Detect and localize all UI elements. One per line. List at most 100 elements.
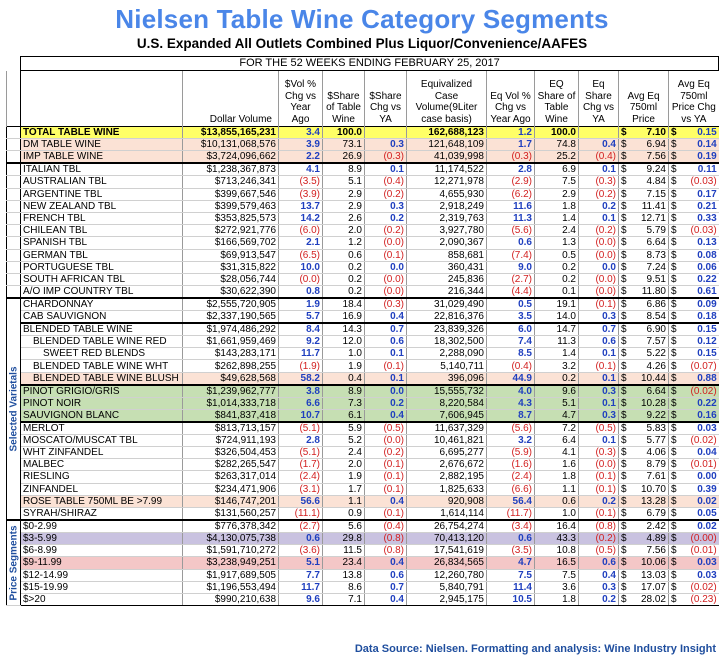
cell-eq-share-chg: 0.3	[578, 409, 619, 423]
currency-symbol: $	[618, 518, 631, 533]
currency-symbol: $	[668, 383, 681, 398]
currency-symbol: $	[618, 383, 631, 398]
cell-share-chg: 0.4	[364, 409, 407, 423]
table-row: BLENDED TABLE WINE RED $1,661,959,469 9.2 1…	[7, 335, 719, 349]
cell-share-chg: (0.2)	[364, 446, 407, 460]
cell-eq-share: 0.1	[534, 285, 579, 299]
currency-symbol: $	[618, 458, 631, 472]
cell-avg-price-chg: (0.03)	[680, 175, 719, 189]
table-row: ROSE TABLE 750ML BE >7.99 $146,747,201 56.…	[7, 495, 719, 508]
cell-avg-price-chg: 0.08	[680, 249, 719, 262]
cell-case-volume: 15,555,732	[406, 383, 487, 398]
cell-avg-price: 5.83	[630, 420, 669, 435]
cell-share: 5.1	[322, 175, 365, 189]
cell-share: 26.9	[322, 150, 365, 164]
cell-eq-share: 1.8	[534, 470, 579, 484]
currency-symbol: $	[618, 273, 631, 287]
cell-eq-share: 1.4	[534, 212, 579, 226]
cell-share-chg: 0.1	[364, 162, 407, 177]
currency-symbol: $	[668, 495, 681, 508]
cell-share: 0.2	[322, 285, 365, 299]
table-body: FOR THE 52 WEEKS ENDING FEBRUARY 25, 201…	[6, 56, 720, 607]
header-case-volume: Equivalized Case Volume(9Liter case basi…	[406, 70, 487, 127]
cell-vol-chg: (3.1)	[278, 483, 323, 496]
cell-eq-share-chg: (0.1)	[578, 483, 619, 496]
cell-dollar-volume: $263,317,014	[182, 470, 279, 484]
currency-symbol: $	[618, 434, 631, 448]
cell-avg-price: 4.84	[630, 175, 669, 189]
cell-vol-chg: 0.8	[278, 285, 323, 299]
cell-eq-share: 19.1	[534, 297, 579, 312]
cell-case-volume: 5,140,711	[406, 359, 487, 373]
cell-eq-share-chg: 0.4	[578, 138, 619, 152]
cell-case-volume: 11,174,522	[406, 162, 487, 177]
cell-vol-chg: 8.4	[278, 322, 323, 337]
cell-eq-share: 7.5	[534, 175, 579, 189]
row-label: MERLOT	[20, 420, 183, 435]
cell-dollar-volume: $131,560,257	[182, 507, 279, 521]
currency-symbol: $	[668, 593, 681, 607]
table-row: TOTAL TABLE WINE $13,855,165,231 3.4 100.0 1…	[6, 125, 719, 140]
cell-eq-share-chg: 0.1	[578, 162, 619, 177]
cell-case-volume: 2,945,175	[406, 593, 487, 607]
cell-vol-chg: 5.7	[278, 310, 323, 324]
cell-vol-chg: 6.6	[278, 397, 323, 410]
cell-eq-vol-chg: 1.7	[486, 138, 535, 152]
currency-symbol: $	[668, 409, 681, 423]
cell-avg-price: 6.90	[630, 322, 669, 337]
cell-eq-share: 16.4	[534, 518, 579, 533]
table-row: PORTUGUESE TBL $31,315,822 10.0 0.2 0.0 360,4…	[6, 261, 719, 274]
cell-dollar-volume: $28,056,744	[182, 273, 279, 287]
header-vol-chg: $Vol % Chg vs Year Ago	[278, 70, 323, 127]
cell-eq-vol-chg: (0.4)	[486, 359, 535, 373]
cell-vol-chg: (6.0)	[278, 224, 323, 238]
cell-eq-vol-chg: 4.7	[486, 556, 535, 570]
cell-case-volume: 23,839,326	[406, 322, 487, 337]
cell-dollar-volume: $841,837,418	[182, 409, 279, 423]
row-label: ZINFANDEL	[20, 483, 183, 496]
report-title: Nielsen Table Wine Category Segments	[115, 4, 609, 34]
cell-share-chg: (0.0)	[364, 273, 407, 287]
row-label: MOSCATO/MUSCAT TBL	[20, 434, 183, 448]
cell-avg-price: 13.03	[630, 569, 669, 582]
cell-dollar-volume: $234,471,906	[182, 483, 279, 496]
cell-case-volume: 216,344	[406, 285, 487, 299]
cell-avg-price-chg: 0.13	[680, 236, 719, 250]
cell-case-volume: 2,288,090	[406, 347, 487, 361]
cell-avg-price-chg: 0.00	[680, 470, 719, 484]
cell-share: 16.9	[322, 310, 365, 324]
cell-avg-price: 6.64	[630, 383, 669, 398]
cell-eq-share: 1.6	[534, 458, 579, 472]
table-row: NEW ZEALAND TBL $399,579,463 13.7 2.9 0.3 2,9…	[6, 200, 719, 213]
cell-share-chg: (0.4)	[364, 518, 407, 533]
cell-eq-share-chg: 0.0	[578, 261, 619, 274]
cell-eq-share-chg: 0.2	[578, 593, 619, 607]
wine-segments-table: FOR THE 52 WEEKS ENDING FEBRUARY 25, 201…	[6, 56, 720, 607]
cell-dollar-volume: $272,921,776	[182, 224, 279, 238]
cell-eq-vol-chg: 56.4	[486, 495, 535, 508]
table-row: $9-11.99 $3,238,949,251 5.1 23.4 0.4 26,834,5…	[7, 556, 719, 570]
row-label: PORTUGUESE TBL	[20, 261, 183, 274]
cell-case-volume: 920,908	[406, 495, 487, 508]
cell-avg-price-chg: (0.23)	[680, 593, 719, 607]
cell-share: 0.2	[322, 273, 365, 287]
table-row: MALBEC $282,265,547 (1.7) 2.0 (0.1) 2,676,672…	[7, 458, 719, 472]
currency-symbol: $	[618, 335, 631, 349]
cell-share: 5.2	[322, 434, 365, 448]
cell-vol-chg: 10.7	[278, 409, 323, 423]
currency-symbol: $	[618, 446, 631, 460]
cell-case-volume: 2,882,195	[406, 470, 487, 484]
cell-avg-price: 6.94	[630, 138, 669, 152]
cell-vol-chg: (5.1)	[278, 420, 323, 435]
cell-case-volume: 2,676,672	[406, 458, 487, 472]
cell-eq-share-chg: (0.8)	[578, 518, 619, 533]
row-label: BLENDED TABLE WINE RED	[20, 335, 183, 349]
row-label: NEW ZEALAND TBL	[20, 200, 183, 213]
table-row: GERMAN TBL $69,913,547 (6.5) 0.6 (0.1) 858,68…	[6, 249, 719, 262]
cell-eq-share-chg: (0.2)	[578, 188, 619, 201]
table-row: CAB SAUVIGNON $2,337,190,565 5.7 16.9 0.4 22,…	[7, 310, 719, 324]
table-row: RIESLING $263,317,014 (2.4) 1.9 (0.1) 2,882,1…	[7, 470, 719, 484]
cell-eq-vol-chg: (6.6)	[486, 483, 535, 496]
cell-case-volume: 7,606,945	[406, 409, 487, 423]
cell-share-chg: (0.4)	[364, 175, 407, 189]
